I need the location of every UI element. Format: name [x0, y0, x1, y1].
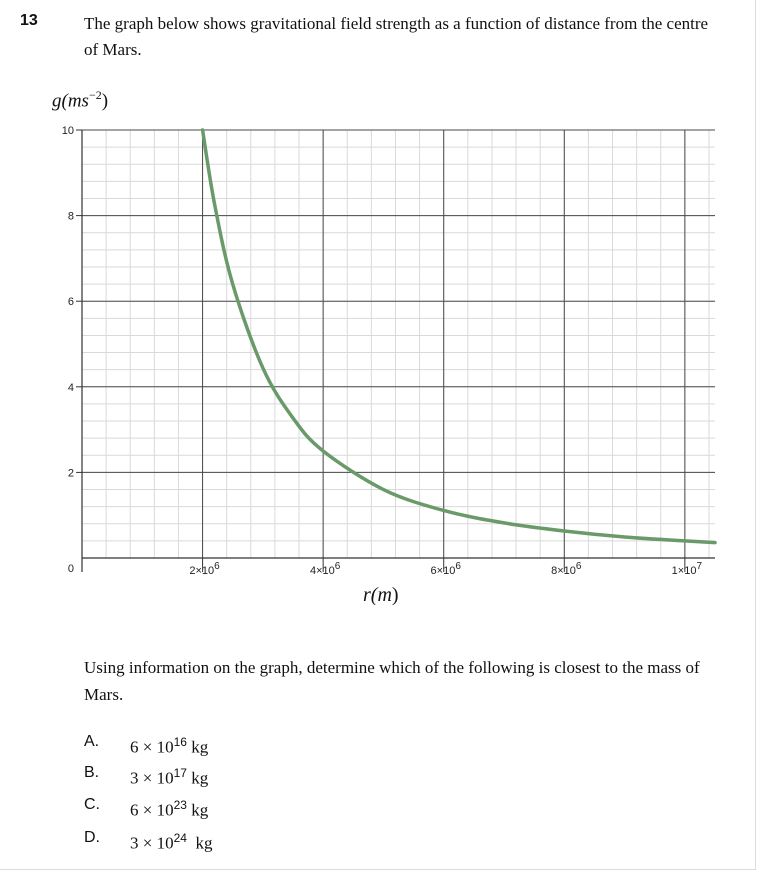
option-unit: kg [186, 833, 213, 853]
tick-labels: 0 2 4 6 8 10 2×106 4×106 6×106 8×106 1×107 [62, 125, 703, 577]
y-axis-label-exponent: −2 [88, 88, 102, 102]
option-mantissa: 6 × 10 [130, 737, 174, 757]
option-value: 3 × 1024 kg [130, 826, 212, 856]
option-letter: A. [84, 733, 100, 750]
option-exponent: 24 [173, 831, 187, 845]
option-exponent: 16 [173, 735, 187, 749]
question-intro: The graph below shows gravitational fiel… [84, 14, 709, 59]
y-tick-label: 6 [68, 296, 74, 308]
y-tick-label: 10 [62, 125, 74, 137]
y-axis-label-close: ) [101, 90, 109, 112]
axes [76, 129, 715, 572]
y-axis-label-base: g(ms [52, 90, 89, 112]
y-tick-label: 0 [68, 563, 74, 575]
x-tick-label: 8×106 [551, 561, 582, 577]
question-prompt: Using information on the graph, determin… [84, 658, 700, 704]
question-number: 13 [20, 12, 38, 29]
x-axis-label: r(m) [363, 584, 399, 607]
option-letter: D. [84, 829, 100, 846]
x-tick-label: 2×106 [189, 561, 220, 577]
option-exponent: 23 [173, 798, 187, 812]
option-unit: kg [186, 737, 209, 757]
major-grid [82, 129, 715, 559]
option-value: 3 × 1017 kg [130, 761, 208, 791]
g-vs-r-curve [200, 128, 717, 545]
option-mantissa: 6 × 10 [130, 800, 174, 820]
x-axis-label-base: r(m [363, 584, 392, 606]
y-tick-label: 4 [68, 382, 74, 394]
minor-grid [81, 129, 715, 559]
y-axis-label: g(ms−2) [52, 88, 108, 112]
y-tick-label: 8 [68, 211, 74, 223]
option-value: 6 × 1016 kg [130, 730, 208, 760]
option-mantissa: 3 × 10 [130, 833, 174, 853]
x-tick-label: 6×106 [431, 561, 462, 577]
data-series [200, 128, 717, 545]
y-tick-label: 2 [68, 467, 74, 479]
x-tick-label: 1×107 [672, 561, 703, 577]
x-axis-label-close: ) [391, 584, 399, 606]
option-unit: kg [186, 768, 209, 788]
x-tick-label: 4×106 [310, 561, 341, 577]
option-exponent: 17 [173, 766, 187, 780]
option-mantissa: 3 × 10 [130, 768, 174, 788]
option-value: 6 × 1023 kg [130, 793, 208, 823]
field-strength-chart: 0 2 4 6 8 10 2×106 4×106 6×106 8×106 1×107 [62, 125, 717, 577]
option-letter: B. [84, 764, 100, 781]
option-unit: kg [186, 800, 209, 820]
option-letter: C. [84, 796, 100, 813]
